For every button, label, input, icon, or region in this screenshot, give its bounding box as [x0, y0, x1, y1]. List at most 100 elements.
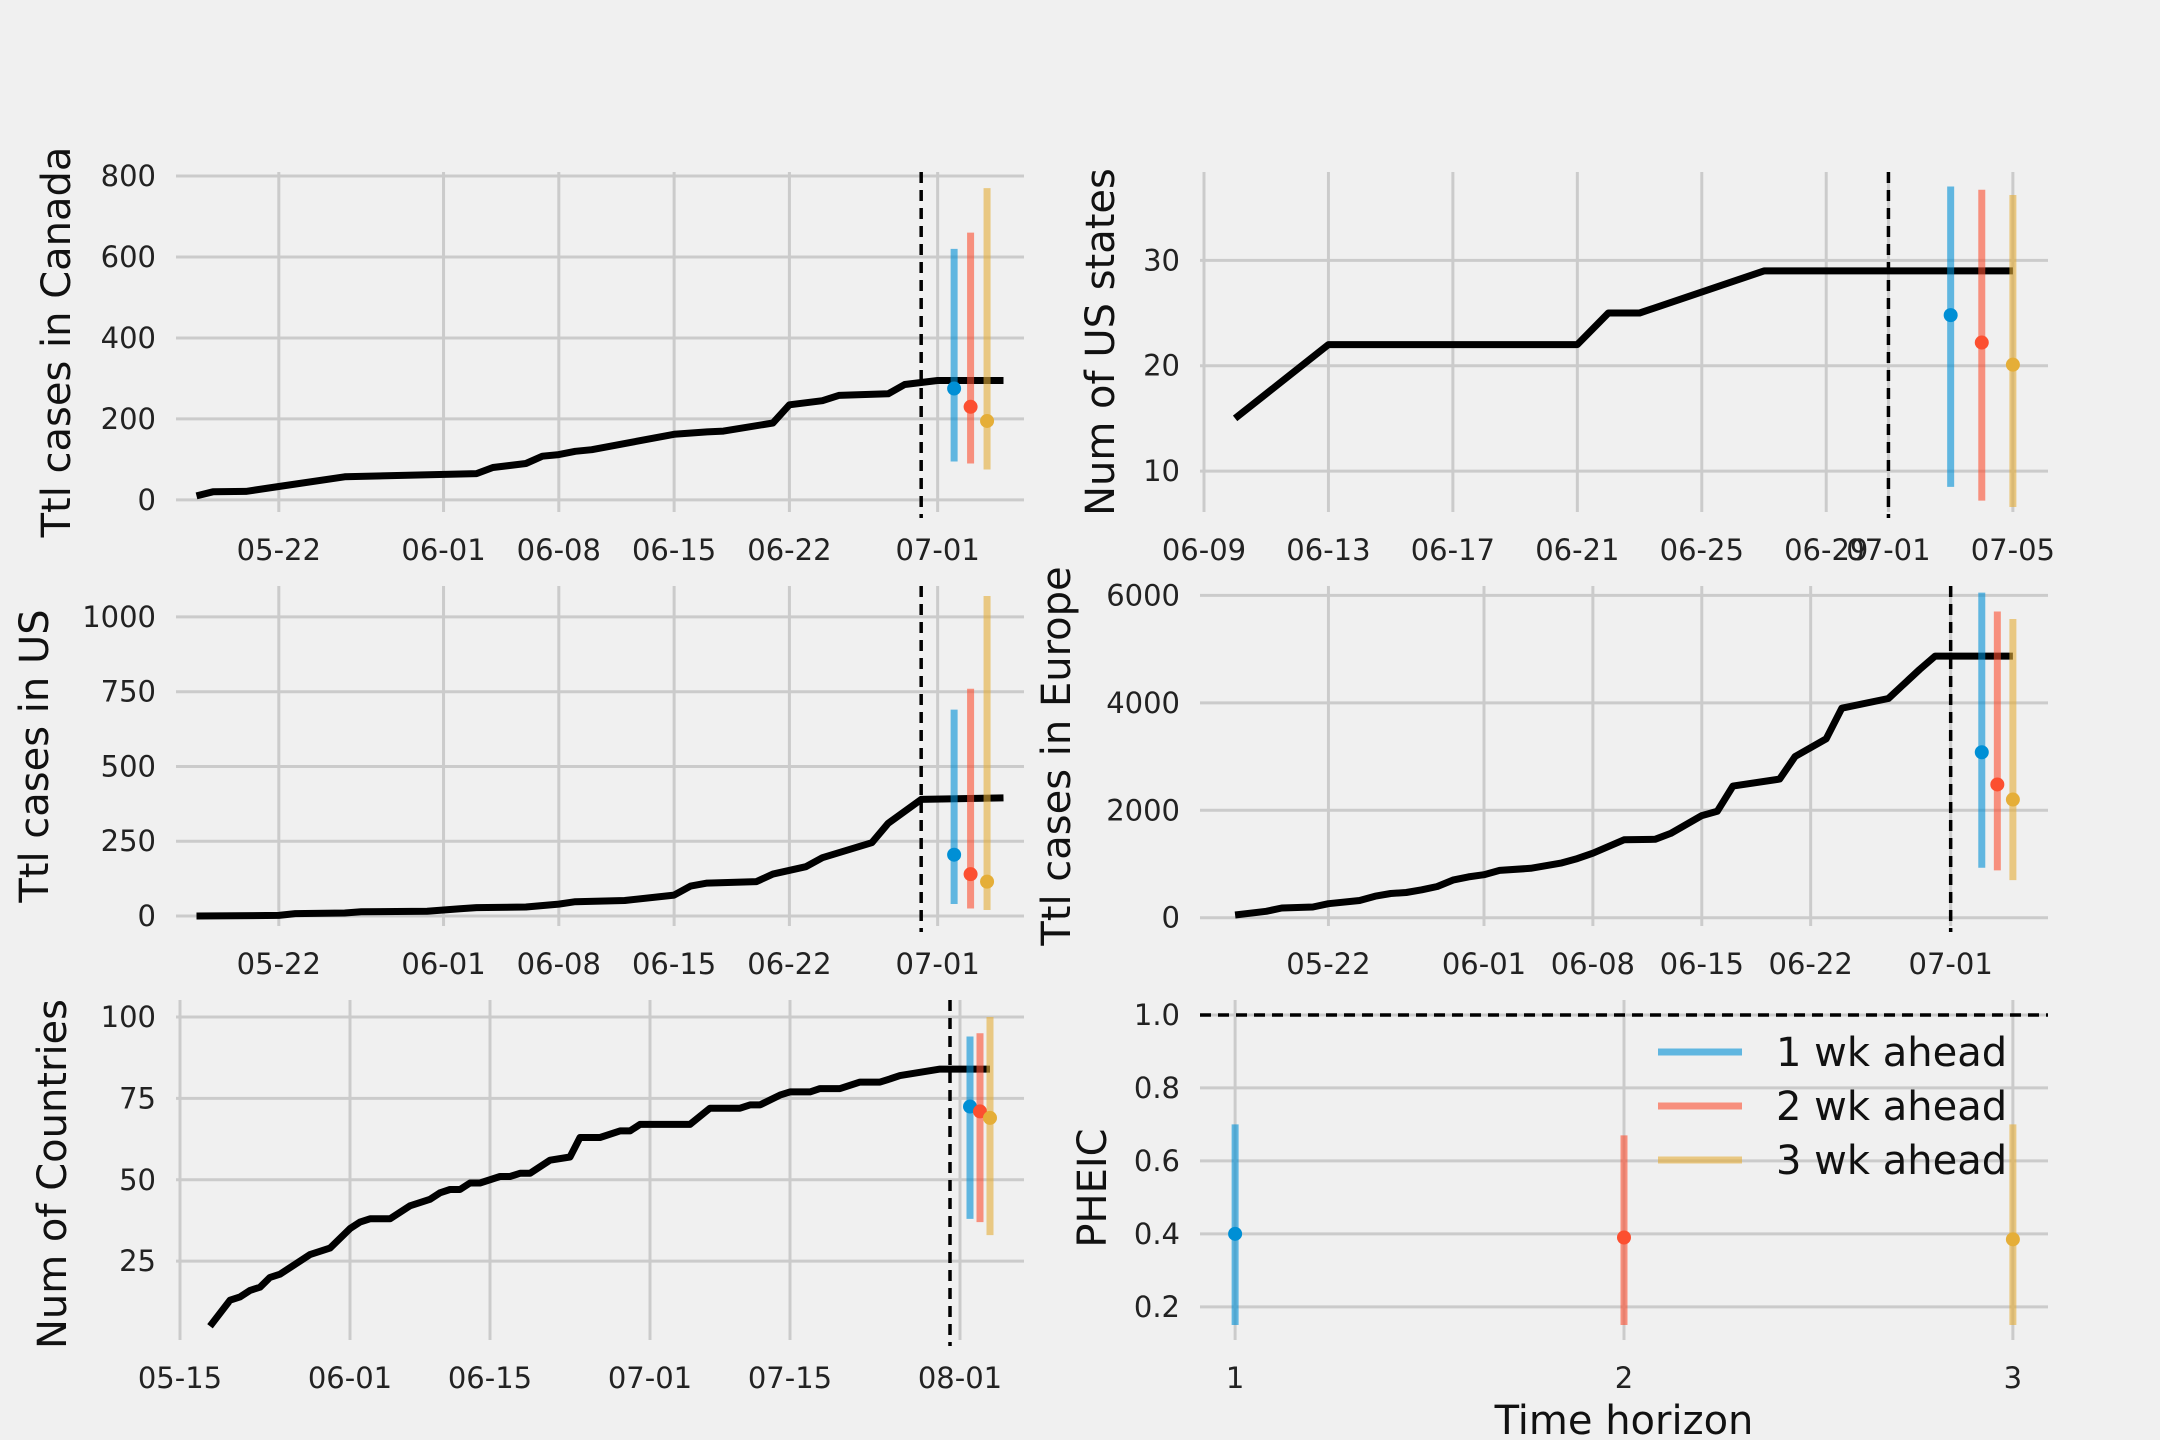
ytick-canada-3: 600 — [101, 240, 156, 274]
ylabel-countries: Num of Countries — [30, 999, 76, 1349]
ytick-countries-0: 25 — [119, 1244, 156, 1278]
ytick-us-states-0: 10 — [1143, 454, 1180, 488]
ytick-europe-2: 4000 — [1106, 686, 1180, 720]
xtick-pheic-0: 1 — [1226, 1361, 1244, 1395]
xtick-europe-3: 06-15 — [1660, 947, 1744, 981]
xticks-canada: 05-22 06-01 06-08 06-15 06-22 07-01 — [237, 533, 980, 567]
ytick-canada-2: 400 — [101, 321, 156, 355]
xtick-countries-0: 05-15 — [138, 1361, 222, 1395]
xtick-countries-1: 06-01 — [308, 1361, 392, 1395]
ytick-countries-1: 50 — [119, 1163, 156, 1197]
ylabel-us: Ttl cases in US — [12, 609, 58, 903]
ytick-us-4: 1000 — [82, 600, 156, 634]
xtick-europe-0: 05-22 — [1286, 947, 1370, 981]
median-point-countries-3wk — [983, 1110, 997, 1125]
ytick-pheic-2: 0.6 — [1134, 1144, 1180, 1178]
xtick-canada-0: 05-22 — [237, 533, 321, 567]
ytick-canada-0: 0 — [138, 483, 156, 517]
xtick-canada-4: 06-22 — [747, 533, 831, 567]
xtick-us-1: 06-01 — [401, 947, 485, 981]
yticks-countries: 25 50 75 100 — [101, 1000, 156, 1278]
xtick-pheic-2: 3 — [2004, 1361, 2022, 1395]
xtick-us-states-6: 07-01 — [1846, 533, 1930, 567]
legend-label-2wk: 2 wk ahead — [1776, 1084, 2007, 1130]
median-point-europe-1wk — [1974, 745, 1989, 760]
ytick-pheic-4: 1.0 — [1134, 998, 1180, 1032]
xtick-us-2: 06-08 — [517, 947, 601, 981]
panel-europe: 05-22 06-01 06-08 06-15 06-22 07-01 0 2000 4000… — [1034, 566, 2048, 981]
ytick-canada-1: 200 — [101, 402, 156, 436]
ylabel-canada: Ttl cases in Canada — [34, 147, 80, 539]
xtick-countries-4: 07-15 — [748, 1361, 832, 1395]
legend-label-1wk: 1 wk ahead — [1776, 1030, 2007, 1076]
median-point-pheic-3wk — [2005, 1232, 2020, 1247]
observed-line-us — [196, 794, 1004, 920]
yticks-us: 0 250 500 750 1000 — [82, 600, 156, 933]
median-point-canada-1wk — [947, 381, 962, 396]
xtick-europe-4: 06-22 — [1769, 947, 1853, 981]
panel-canada: 05-22 06-01 06-08 06-15 06-22 07-01 0 200 400 60… — [34, 147, 1024, 567]
ytick-us-1: 250 — [101, 824, 156, 858]
grid-us — [176, 586, 1024, 926]
median-point-us-1wk — [947, 847, 962, 862]
panel-countries: 05-15 06-01 06-15 07-01 07-15 08-01 25 50 75 100… — [30, 999, 1024, 1395]
ytick-countries-2: 75 — [119, 1081, 156, 1115]
median-point-us-3wk — [980, 874, 995, 889]
xtick-pheic-1: 2 — [1615, 1361, 1633, 1395]
yticks-us-states: 10 20 30 — [1143, 243, 1180, 488]
ytick-europe-0: 0 — [1162, 901, 1180, 935]
grid-countries — [176, 1000, 1024, 1340]
median-point-europe-3wk — [2005, 792, 2020, 807]
ytick-europe-3: 6000 — [1106, 578, 1180, 612]
series-countries — [207, 1000, 997, 1346]
ytick-us-0: 0 — [138, 899, 156, 933]
xtick-us-states-2: 06-17 — [1411, 533, 1495, 567]
series-pheic — [1200, 1013, 2048, 1326]
xtick-us-4: 06-22 — [747, 947, 831, 981]
ytick-pheic-0: 0.2 — [1134, 1290, 1180, 1324]
xticks-europe: 05-22 06-01 06-08 06-15 06-22 07-01 — [1286, 947, 1993, 981]
xtick-us-states-3: 06-21 — [1535, 533, 1619, 567]
ylabel-pheic: PHEIC — [1070, 1128, 1116, 1247]
xtick-europe-5: 07-01 — [1909, 947, 1993, 981]
series-europe — [1234, 586, 2020, 932]
grid-canada — [176, 172, 1024, 512]
xtick-us-3: 06-15 — [632, 947, 716, 981]
yticks-canada: 0 200 400 600 800 — [101, 159, 156, 517]
legend: 1 wk ahead 2 wk ahead 3 wk ahead — [1658, 1030, 2007, 1184]
xtick-us-states-4: 06-25 — [1660, 533, 1744, 567]
median-point-us-2wk — [963, 867, 978, 882]
ytick-pheic-1: 0.4 — [1134, 1217, 1180, 1251]
xtick-us-0: 05-22 — [237, 947, 321, 981]
xticks-pheic: 1 2 3 — [1226, 1361, 2022, 1395]
xticks-us: 05-22 06-01 06-08 06-15 06-22 07-01 — [237, 947, 980, 981]
ytick-countries-3: 100 — [101, 1000, 156, 1034]
xtick-us-states-0: 06-09 — [1162, 533, 1246, 567]
series-canada — [195, 172, 1004, 518]
ytick-canada-4: 800 — [101, 159, 156, 193]
median-point-us-states-1wk — [1943, 308, 1958, 323]
ylabel-us-states: Num of US states — [1078, 168, 1124, 516]
xtick-countries-5: 08-01 — [918, 1361, 1002, 1395]
series-us-states — [1232, 172, 2020, 518]
xtick-canada-5: 07-01 — [896, 533, 980, 567]
xtick-canada-3: 06-15 — [632, 533, 716, 567]
ytick-us-2: 500 — [101, 749, 156, 783]
median-point-us-states-3wk — [2005, 357, 2020, 372]
legend-label-3wk: 3 wk ahead — [1776, 1138, 2007, 1184]
yticks-pheic: 0.2 0.4 0.6 0.8 1.0 — [1134, 998, 1180, 1324]
median-point-us-states-2wk — [1974, 335, 1989, 350]
ytick-us-states-1: 20 — [1143, 349, 1180, 383]
xtick-countries-2: 06-15 — [448, 1361, 532, 1395]
ylabel-europe: Ttl cases in Europe — [1034, 566, 1080, 946]
median-point-europe-2wk — [1990, 777, 2005, 792]
series-us — [196, 586, 1004, 932]
ytick-us-3: 750 — [101, 675, 156, 709]
xtick-europe-1: 06-01 — [1442, 947, 1526, 981]
observed-line-us-states — [1232, 267, 2013, 422]
xtick-us-states-1: 06-13 — [1286, 533, 1370, 567]
xlabel-pheic: Time horizon — [1494, 1398, 1754, 1440]
